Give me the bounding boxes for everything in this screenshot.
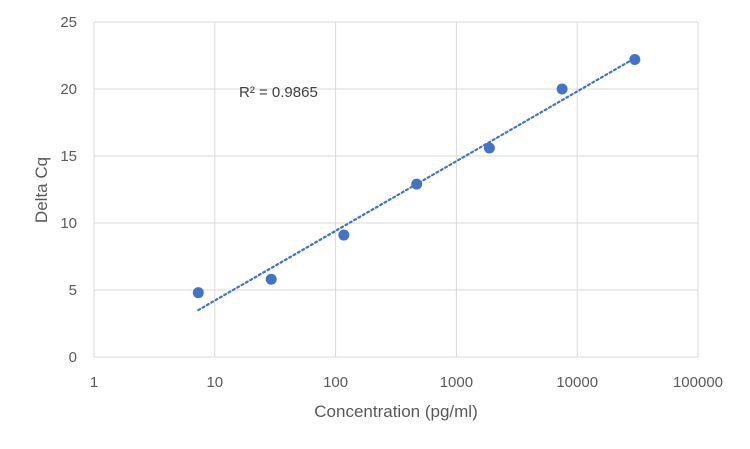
x-tick-label: 1 bbox=[90, 374, 98, 391]
data-point bbox=[483, 142, 495, 154]
y-tick-label: 0 bbox=[69, 349, 77, 366]
x-tick-label: 1000 bbox=[440, 374, 473, 391]
x-tick-label: 10 bbox=[206, 374, 223, 391]
y-tick-label: 20 bbox=[60, 81, 77, 98]
y-tick-label: 10 bbox=[60, 215, 77, 232]
x-tick-label: 100 bbox=[323, 374, 348, 391]
y-axis-title: Delta Cq bbox=[32, 157, 51, 223]
x-tick-label: 100000 bbox=[673, 374, 723, 391]
x-axis-title: Concentration (pg/ml) bbox=[314, 402, 477, 421]
r-squared-label: R² = 0.9865 bbox=[239, 84, 318, 101]
y-tick-label: 25 bbox=[60, 14, 77, 31]
x-tick-labels: 1 10 100 1000 10000 100000 bbox=[90, 374, 723, 391]
y-tick-label: 5 bbox=[69, 282, 77, 299]
y-tick-label: 15 bbox=[60, 148, 77, 165]
data-point bbox=[629, 54, 641, 66]
data-points bbox=[192, 54, 641, 299]
data-point bbox=[338, 229, 350, 241]
data-point bbox=[411, 178, 423, 190]
data-point bbox=[265, 273, 277, 285]
x-tick-label: 10000 bbox=[556, 374, 598, 391]
data-point bbox=[556, 83, 568, 95]
y-tick-labels: 0 5 10 15 20 25 bbox=[60, 14, 77, 366]
data-point bbox=[192, 287, 204, 299]
